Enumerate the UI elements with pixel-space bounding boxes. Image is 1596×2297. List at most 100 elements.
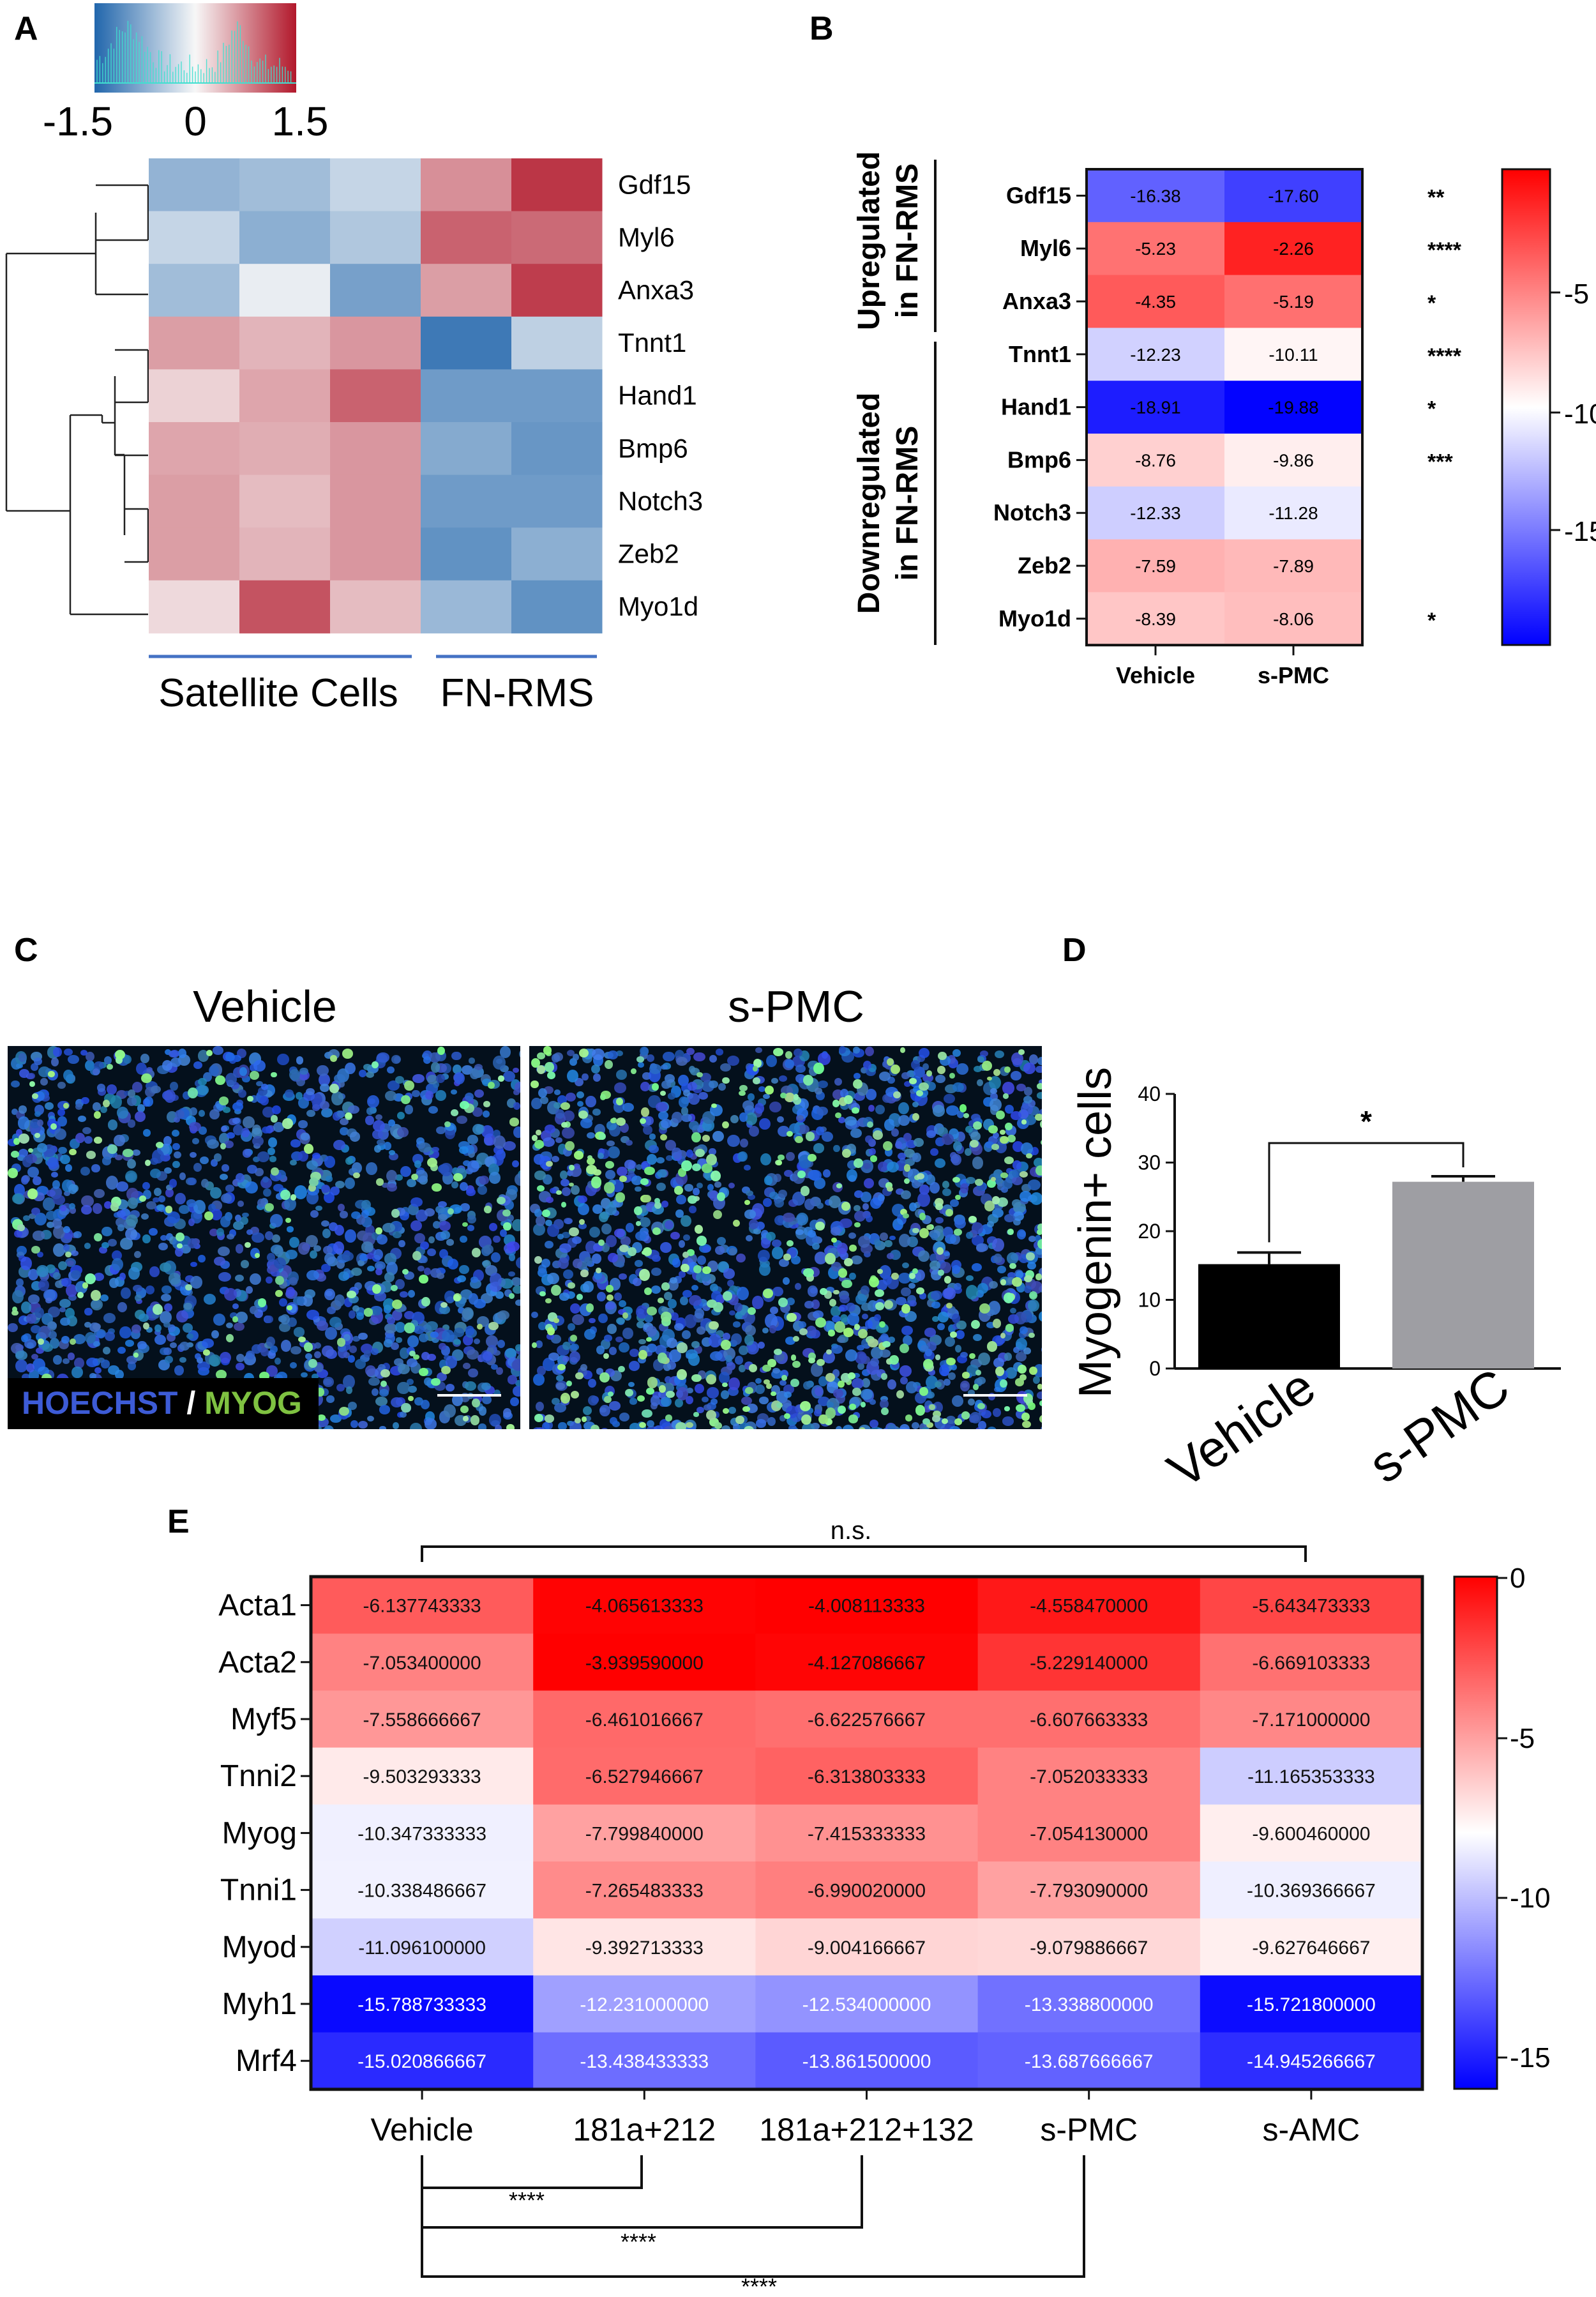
nucleus-hoechst	[38, 1326, 51, 1338]
nucleus-hoechst	[1016, 1229, 1027, 1239]
nucleus-hoechst	[807, 1285, 818, 1298]
significance-b: *	[1427, 291, 1436, 315]
nucleus-hoechst	[714, 1245, 725, 1255]
nucleus-hoechst	[352, 1305, 360, 1312]
nucleus-hoechst	[257, 1198, 266, 1208]
nucleus-hoechst	[242, 1149, 252, 1158]
nucleus-myog	[177, 1243, 183, 1249]
panel-b-colorbar-tick-5: -5	[1564, 278, 1589, 310]
nucleus-hoechst	[197, 1361, 211, 1372]
gene-label-a: Bmp6	[618, 433, 688, 463]
nucleus-hoechst	[174, 1110, 185, 1119]
nucleus-hoechst	[553, 1089, 561, 1095]
nucleus-hoechst	[406, 1178, 416, 1188]
nucleus-hoechst	[582, 1281, 594, 1293]
nucleus-hoechst	[259, 1095, 269, 1106]
nucleus-hoechst	[942, 1180, 950, 1188]
nucleus-myog	[866, 1121, 874, 1128]
nucleus-myog	[165, 1206, 172, 1213]
panel-a-heatmap	[149, 158, 603, 633]
nucleus-hoechst	[898, 1102, 910, 1114]
nucleus-hoechst	[321, 1264, 331, 1272]
nucleus-hoechst	[47, 1156, 59, 1169]
nucleus-hoechst	[558, 1257, 569, 1270]
panel-b-colorbar-tick-10: -10	[1564, 398, 1596, 430]
nucleus-hoechst	[869, 1420, 878, 1429]
nucleus-hoechst	[404, 1105, 414, 1114]
nucleus-hoechst	[289, 1068, 301, 1080]
nucleus-myog	[575, 1372, 583, 1380]
nucleus-hoechst	[977, 1421, 987, 1429]
nucleus-hoechst	[512, 1358, 520, 1371]
nucleus-myog	[34, 1133, 40, 1138]
nucleus-hoechst	[165, 1188, 174, 1197]
heatmap-e-cell	[977, 1918, 1201, 1976]
nucleus-hoechst	[924, 1328, 937, 1337]
nucleus-myog	[297, 1336, 306, 1343]
nucleus-hoechst	[59, 1205, 67, 1212]
nucleus-hoechst	[878, 1194, 885, 1201]
nucleus-myog	[929, 1404, 935, 1410]
heatmap-b-value: -7.59	[1135, 556, 1176, 576]
nucleus-hoechst	[463, 1160, 471, 1167]
nucleus-hoechst	[179, 1357, 187, 1363]
nucleus-hoechst	[81, 1195, 94, 1208]
nucleus-hoechst	[512, 1218, 520, 1231]
nucleus-hoechst	[375, 1114, 382, 1120]
heatmap-b-cell	[1224, 328, 1363, 381]
nucleus-hoechst	[154, 1334, 167, 1345]
heatmap-e-cell	[311, 1577, 534, 1634]
nucleus-myog	[337, 1338, 346, 1347]
nucleus-hoechst	[273, 1184, 283, 1192]
nucleus-hoechst	[954, 1344, 962, 1353]
nucleus-myog	[477, 1324, 483, 1330]
panel-a-group-satellite: Satellite Cells	[158, 671, 398, 715]
heatmap-e-cell	[755, 1690, 979, 1748]
nucleus-hoechst	[554, 1402, 566, 1413]
nucleus-myog	[867, 1338, 878, 1347]
nucleus-hoechst	[250, 1273, 262, 1285]
nucleus-hoechst	[515, 1173, 520, 1186]
nucleus-hoechst	[465, 1168, 474, 1174]
nucleus-hoechst	[209, 1354, 222, 1367]
nucleus-myog	[722, 1121, 729, 1129]
nucleus-hoechst	[372, 1130, 383, 1140]
nucleus-hoechst	[12, 1193, 24, 1204]
nucleus-hoechst	[11, 1290, 24, 1303]
panel-d-xlabel: Vehicle	[1157, 1358, 1325, 1499]
nucleus-hoechst	[20, 1256, 33, 1270]
nucleus-hoechst	[767, 1417, 776, 1427]
nucleus-hoechst	[728, 1406, 736, 1414]
nucleus-myog	[808, 1357, 815, 1364]
nucleus-myog	[993, 1068, 1001, 1076]
nucleus-hoechst	[297, 1119, 308, 1128]
nucleus-hoechst	[395, 1278, 405, 1289]
nucleus-hoechst	[349, 1168, 358, 1176]
nucleus-hoechst	[672, 1258, 681, 1268]
nucleus-hoechst	[731, 1333, 742, 1346]
nucleus-hoechst	[219, 1173, 228, 1180]
nucleus-hoechst	[634, 1186, 642, 1192]
nucleus-hoechst	[246, 1229, 253, 1235]
heatmap-b-cell	[1224, 592, 1363, 646]
nucleus-hoechst	[619, 1342, 629, 1353]
nucleus-hoechst	[46, 1211, 57, 1220]
nucleus-hoechst	[555, 1109, 565, 1119]
nucleus-myog	[702, 1266, 712, 1275]
nucleus-hoechst	[710, 1351, 723, 1361]
nucleus-myog	[372, 1284, 382, 1294]
heatmap-a-cell	[149, 158, 240, 212]
nucleus-hoechst	[952, 1141, 962, 1152]
nucleus-hoechst	[322, 1346, 334, 1358]
nucleus-hoechst	[210, 1209, 223, 1221]
nucleus-myog	[275, 1289, 283, 1297]
nucleus-myog	[404, 1322, 416, 1334]
gene-label-a: Notch3	[618, 486, 703, 516]
nucleus-myog	[969, 1353, 976, 1360]
nucleus-hoechst	[573, 1259, 582, 1268]
nucleus-myog	[290, 1194, 297, 1201]
nucleus-myog	[409, 1351, 416, 1357]
heatmap-a-cell	[149, 369, 240, 423]
nucleus-hoechst	[178, 1048, 187, 1058]
nucleus-hoechst	[360, 1354, 370, 1362]
